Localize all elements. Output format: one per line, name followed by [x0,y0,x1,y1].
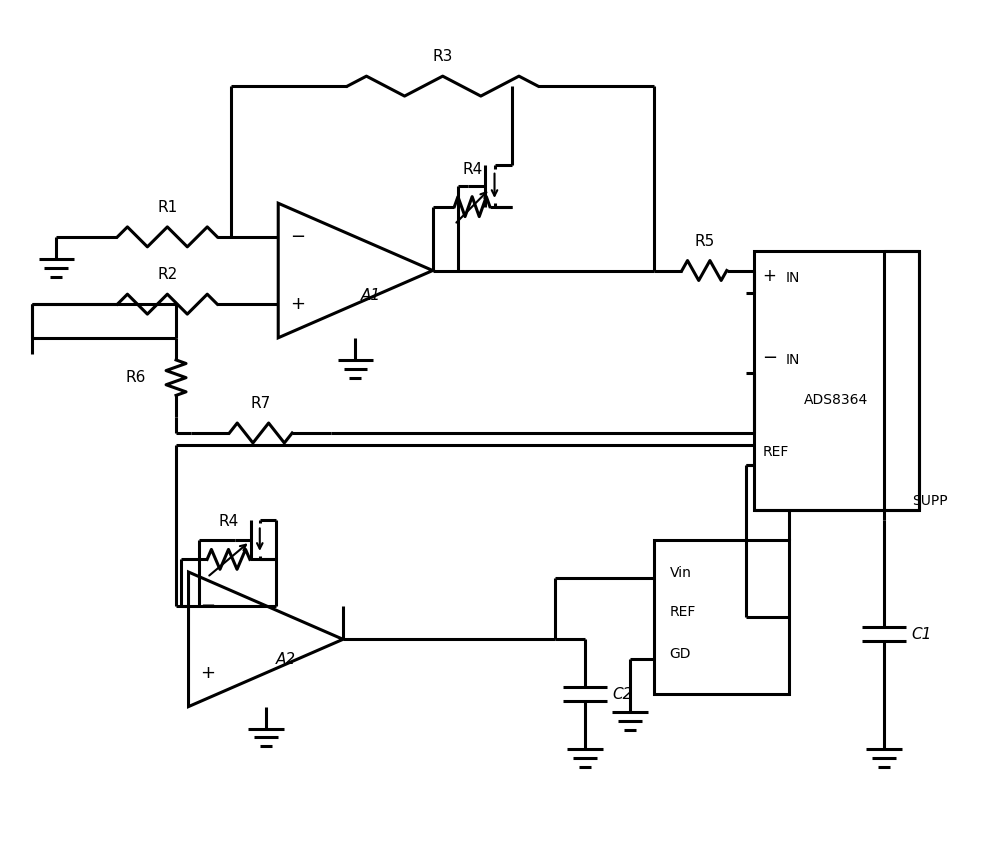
Text: R2: R2 [157,268,177,282]
Bar [654,540,789,694]
Text: R6: R6 [126,370,146,385]
Text: SUPP: SUPP [912,493,947,508]
Text: −: − [762,349,777,367]
Text: A1: A1 [360,288,380,303]
Text: R7: R7 [251,396,271,411]
Text: C2: C2 [613,687,633,702]
Text: ADS8364: ADS8364 [804,393,869,407]
Text: GD: GD [669,647,691,661]
Text: −: − [290,228,305,246]
Text: IN: IN [786,353,800,367]
Text: −: − [200,597,216,615]
Text: REF: REF [762,445,789,459]
Text: C1: C1 [912,627,932,642]
Text: +: + [200,664,215,682]
Text: R3: R3 [432,50,453,64]
Text: R5: R5 [694,233,714,249]
Text: REF: REF [669,604,696,619]
Text: +: + [762,268,776,286]
Text: R4: R4 [218,515,239,529]
Bar [754,251,919,510]
Text: R4: R4 [462,162,482,177]
Text: R1: R1 [157,200,177,215]
Text: +: + [290,295,305,313]
Text: IN: IN [786,272,800,286]
Text: Vin: Vin [669,565,691,580]
Text: A2: A2 [276,652,296,667]
